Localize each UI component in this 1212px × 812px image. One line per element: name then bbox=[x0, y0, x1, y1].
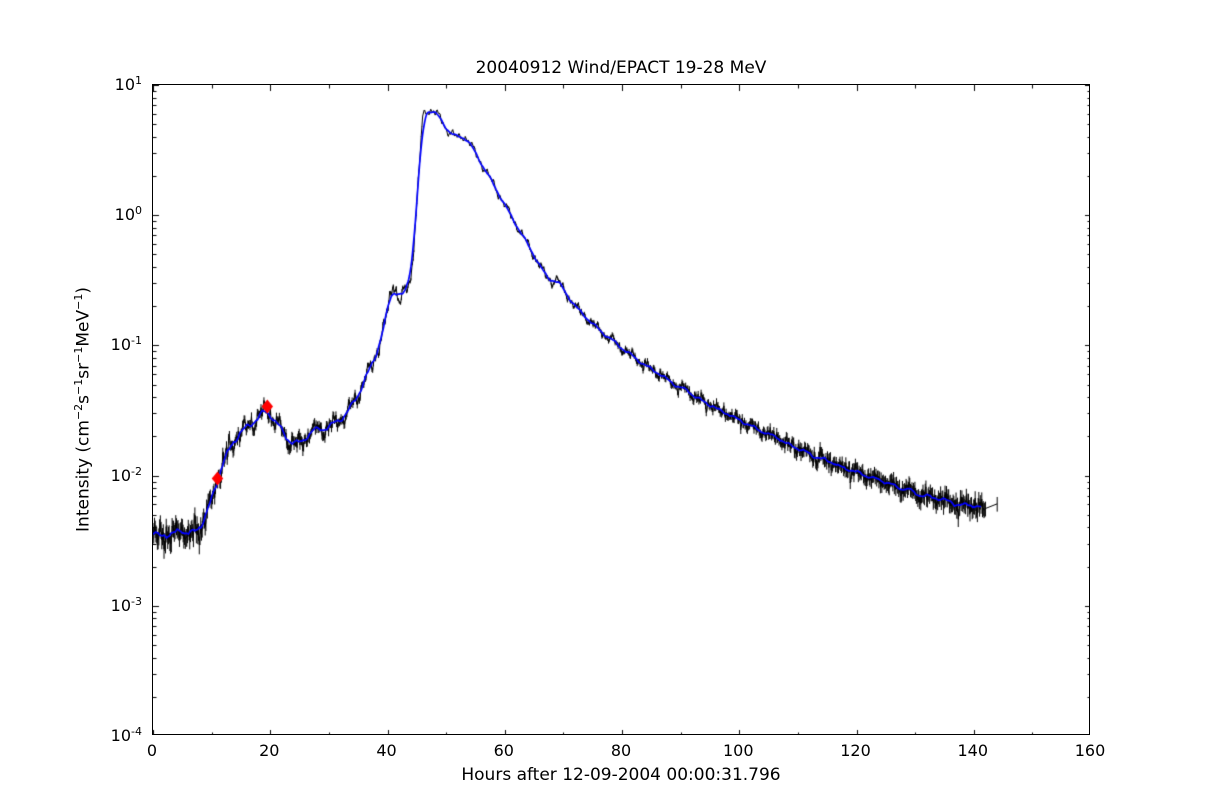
x-tick-label: 140 bbox=[957, 741, 989, 760]
chart-canvas bbox=[153, 85, 1089, 734]
y-axis-label: Intensity (cm−2s−1sr−1MeV−1) bbox=[72, 287, 94, 532]
x-tick-label: 60 bbox=[493, 741, 514, 760]
y-tick-label: 10-3 bbox=[110, 594, 142, 615]
page-title: 20040912 Wind/EPACT 19-28 MeV bbox=[475, 58, 767, 78]
y-tick-label: 10-1 bbox=[110, 334, 142, 355]
x-tick-label: 20 bbox=[259, 741, 280, 760]
x-tick-label: 40 bbox=[376, 741, 397, 760]
plot-axes bbox=[152, 84, 1090, 735]
x-tick-label: 120 bbox=[840, 741, 871, 760]
plot-drawing-area bbox=[153, 85, 1089, 734]
x-tick-label: 100 bbox=[722, 741, 754, 760]
x-axis-label: Hours after 12-09-2004 00:00:31.796 bbox=[461, 765, 781, 785]
y-tick-label: 10-4 bbox=[110, 724, 142, 746]
y-tick-label: 100 bbox=[114, 204, 142, 225]
y-tick-label: 10-2 bbox=[110, 464, 142, 485]
y-tick-label: 101 bbox=[114, 73, 142, 95]
x-tick-label: 0 bbox=[146, 741, 158, 760]
x-tick-label: 80 bbox=[610, 741, 632, 760]
x-tick-label: 160 bbox=[1074, 741, 1106, 760]
